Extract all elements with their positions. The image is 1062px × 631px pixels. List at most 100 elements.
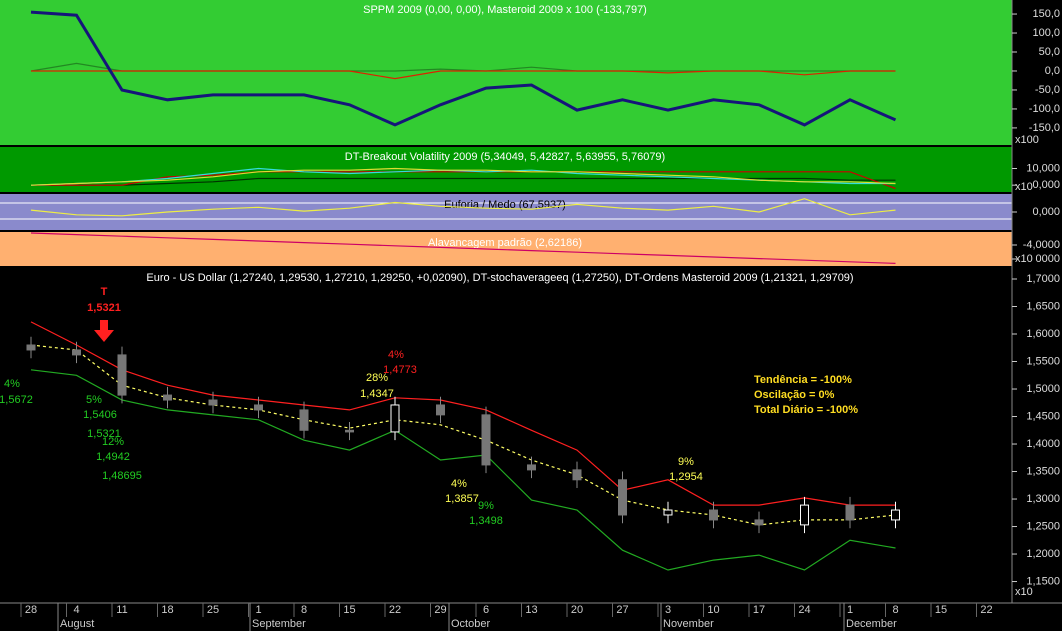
annotation: 1,3498: [469, 515, 503, 527]
candle-body: [845, 504, 855, 521]
x-tick-label: 28: [25, 604, 37, 616]
candle-body: [618, 479, 627, 516]
candle-body: [299, 409, 309, 431]
y-tick-label: 150,0: [1032, 8, 1060, 20]
annotation: 5%: [86, 394, 102, 406]
annotation: 1,5321: [87, 428, 121, 440]
panel-sppm: [0, 0, 1012, 145]
line-series: [30, 232, 896, 264]
x-tick-label: 4: [73, 604, 79, 616]
month-label: October: [451, 618, 490, 630]
x-tick-label: 1: [255, 604, 261, 616]
line-series: [30, 344, 896, 526]
x-tick-label: 20: [571, 604, 583, 616]
line-series: [30, 321, 896, 506]
y-tick-label: 1,3000: [1026, 493, 1060, 505]
x-tick-label: 18: [161, 604, 173, 616]
panel-title: SPPM 2009 (0,00, 0,00), Masteroid 2009 x…: [363, 4, 647, 16]
line-series: [30, 10, 897, 127]
annotation: 1,48695: [102, 470, 142, 482]
panel-title: Euro - US Dollar (1,27240, 1,29530, 1,27…: [146, 272, 853, 284]
y-tick-label: 1,5500: [1026, 355, 1060, 367]
scale-label: x100: [1015, 134, 1039, 146]
y-tick-label: 1,2500: [1026, 520, 1060, 532]
y-tick-label: -50,0: [1035, 84, 1060, 96]
candle-body: [163, 394, 172, 401]
month-label: August: [60, 618, 94, 630]
x-tick-label: 10: [707, 604, 719, 616]
candle-body: [345, 429, 354, 433]
y-tick-label: 1,3500: [1026, 465, 1060, 477]
candle-body: [72, 349, 81, 356]
line-series: [30, 369, 896, 571]
scale-label: x10: [1015, 253, 1033, 265]
candle-body: [26, 344, 36, 351]
scale-label: x10: [1015, 181, 1033, 193]
y-tick-label: 1,6000: [1026, 328, 1060, 340]
y-tick-label: 1,2000: [1026, 548, 1060, 560]
x-tick-label: 24: [798, 604, 810, 616]
candle-body: [572, 469, 582, 481]
x-tick-label: 15: [935, 604, 947, 616]
x-tick-label: 11: [116, 604, 127, 616]
annotation: 1,3857: [445, 493, 479, 505]
y-tick-label: 10,000: [1026, 162, 1060, 174]
x-tick-label: 8: [892, 604, 898, 616]
y-tick-label: 0000: [1036, 253, 1060, 265]
annotation: 9%: [478, 500, 494, 512]
info-line: Tendência = -100%: [754, 374, 852, 386]
x-tick-label: 25: [207, 604, 219, 616]
y-tick-label: 0,000: [1032, 179, 1060, 191]
annotation: T: [101, 286, 108, 298]
panel-title: Alavancagem padrão (2,62186): [428, 237, 582, 249]
x-tick-label: 15: [343, 604, 355, 616]
x-tick-label: 3: [665, 604, 671, 616]
x-tick-label: 22: [980, 604, 992, 616]
candle-body: [709, 509, 718, 521]
y-tick-label: 50,0: [1039, 46, 1060, 58]
month-label: November: [663, 618, 714, 630]
line-series: [30, 167, 896, 186]
scale-label: x10: [1015, 586, 1033, 598]
annotation: 1,4773: [383, 364, 417, 376]
annotation: 1,4347: [360, 388, 394, 400]
annotation: 9%: [678, 456, 694, 468]
annotation: 1,5321: [87, 302, 121, 314]
line-series: [31, 177, 896, 186]
candle-body: [663, 509, 673, 516]
info-line: Oscilação = 0%: [754, 389, 835, 401]
x-tick-label: 29: [434, 604, 446, 616]
x-tick-label: 8: [301, 604, 307, 616]
line-series: [31, 171, 896, 190]
y-tick-label: 100,0: [1032, 27, 1060, 39]
y-tick-label: -4,0000: [1023, 239, 1060, 251]
candle-body: [891, 509, 900, 521]
annotation: 28%: [366, 372, 388, 384]
y-tick-label: 0,000: [1032, 206, 1060, 218]
annotation: 1,2954: [669, 471, 703, 483]
x-tick-label: 13: [525, 604, 537, 616]
x-tick-label: 1: [847, 604, 853, 616]
line-series: [31, 70, 896, 80]
y-tick-label: 0,0: [1045, 65, 1060, 77]
candle-body: [754, 519, 764, 526]
y-tick-label: -150,0: [1029, 122, 1060, 134]
candle-body: [527, 464, 536, 471]
x-tick-label: 17: [753, 604, 765, 616]
annotation: 4%: [4, 378, 20, 390]
candle-body: [390, 404, 400, 433]
annotation: 1,5406: [83, 409, 117, 421]
x-tick-label: 6: [483, 604, 489, 616]
candle-body: [800, 504, 809, 526]
panel-breakout: [0, 147, 1012, 192]
month-label: September: [252, 618, 306, 630]
annotation: 1,5672: [0, 394, 33, 406]
x-tick-label: 27: [616, 604, 628, 616]
candle-body: [208, 399, 218, 406]
annotation: 4%: [388, 349, 404, 361]
y-tick-label: 1,6500: [1026, 300, 1060, 312]
y-tick-label: 1,4000: [1026, 438, 1060, 450]
annotation: 1,4942: [96, 451, 130, 463]
